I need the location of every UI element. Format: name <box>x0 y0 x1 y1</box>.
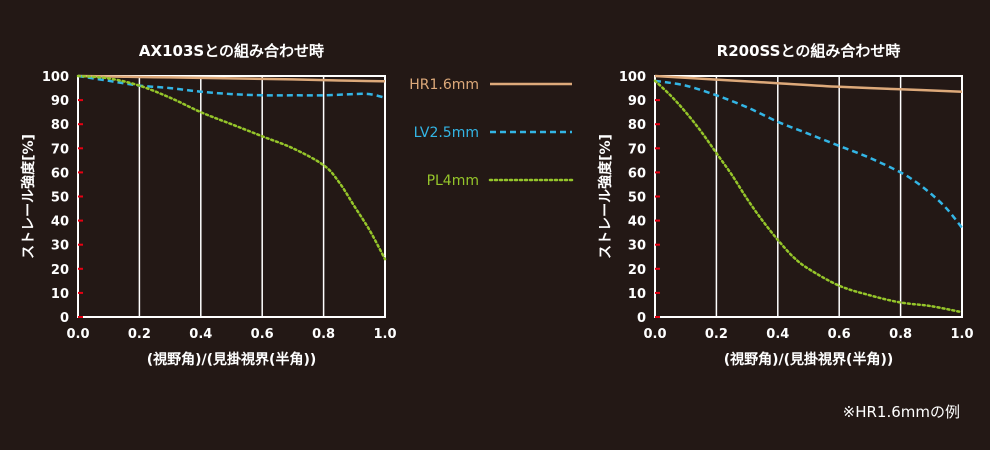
series-line-pl4mm <box>653 79 964 314</box>
series-line-hr1-6mm <box>654 74 963 93</box>
y-axis-label: ストレール強度[%] <box>20 134 37 259</box>
y-tick-label: 100 <box>619 70 646 85</box>
x-tick-label: 0.2 <box>705 327 728 342</box>
y-tick-label: 0 <box>637 311 646 326</box>
y-tick-label: 10 <box>51 287 69 302</box>
x-tick-label: 0.6 <box>828 327 851 342</box>
x-tick-label: 1.0 <box>950 327 973 342</box>
legend-label: PL4mm <box>427 173 479 189</box>
x-tick-label: 0.8 <box>312 327 335 342</box>
x-tick-label: 0.2 <box>128 327 151 342</box>
y-tick-label: 60 <box>51 166 69 181</box>
x-tick-label: 1.0 <box>373 327 396 342</box>
y-tick-label: 80 <box>628 118 646 133</box>
y-tick-label: 30 <box>628 239 646 254</box>
y-tick-label: 40 <box>628 215 646 230</box>
plot-frame <box>77 75 386 318</box>
y-tick-label: 70 <box>628 142 646 157</box>
x-tick-label: 0.8 <box>889 327 912 342</box>
y-tick-label: 90 <box>628 94 646 109</box>
chart-title: R200SSとの組み合わせ時 <box>717 42 901 60</box>
series-line-pl4mm <box>76 74 387 261</box>
y-tick-label: 70 <box>51 142 69 157</box>
x-tick-label: 0.6 <box>251 327 274 342</box>
chart-panel-1: AX103Sとの組み合わせ時 0 10 20 30 40 50 60 70 80 90 100 0.0 0… <box>20 42 397 368</box>
chart-panel-2: R200SSとの組み合わせ時 0 10 20 30 40 50 60 70 80 90 100 0.0 0… <box>597 42 974 368</box>
y-tick-label: 50 <box>628 191 646 206</box>
y-tick-label: 20 <box>51 263 69 278</box>
series-line-lv2-5mm <box>77 74 386 99</box>
series-line-lv2-5mm <box>654 79 963 229</box>
x-tick-label: 0.4 <box>766 327 789 342</box>
series-line-hr1-6mm <box>77 74 386 83</box>
x-axis-label: (視野角)/(見掛視界(半角)) <box>724 351 894 368</box>
x-tick-label: 0.4 <box>189 327 212 342</box>
x-tick-label: 0.0 <box>643 327 666 342</box>
y-tick-label: 0 <box>60 311 69 326</box>
y-tick-label: 90 <box>51 94 69 109</box>
chart-title: AX103Sとの組み合わせ時 <box>139 42 324 60</box>
y-tick-label: 10 <box>628 287 646 302</box>
y-tick-label: 40 <box>51 215 69 230</box>
legend: HR1.6mm LV2.5mm PL4mm <box>409 77 574 189</box>
x-axis-label: (視野角)/(見掛視界(半角)) <box>147 351 317 368</box>
y-tick-label: 30 <box>51 239 69 254</box>
y-tick-label: 20 <box>628 263 646 278</box>
plot-frame <box>654 75 963 318</box>
legend-label: LV2.5mm <box>414 125 479 141</box>
y-tick-label: 80 <box>51 118 69 133</box>
footnote: ※HR1.6mmの例 <box>843 403 960 421</box>
legend-label: HR1.6mm <box>409 77 479 93</box>
y-tick-label: 50 <box>51 191 69 206</box>
y-tick-label: 60 <box>628 166 646 181</box>
x-tick-label: 0.0 <box>66 327 89 342</box>
y-tick-label: 100 <box>42 70 69 85</box>
y-axis-label: ストレール強度[%] <box>597 134 614 259</box>
